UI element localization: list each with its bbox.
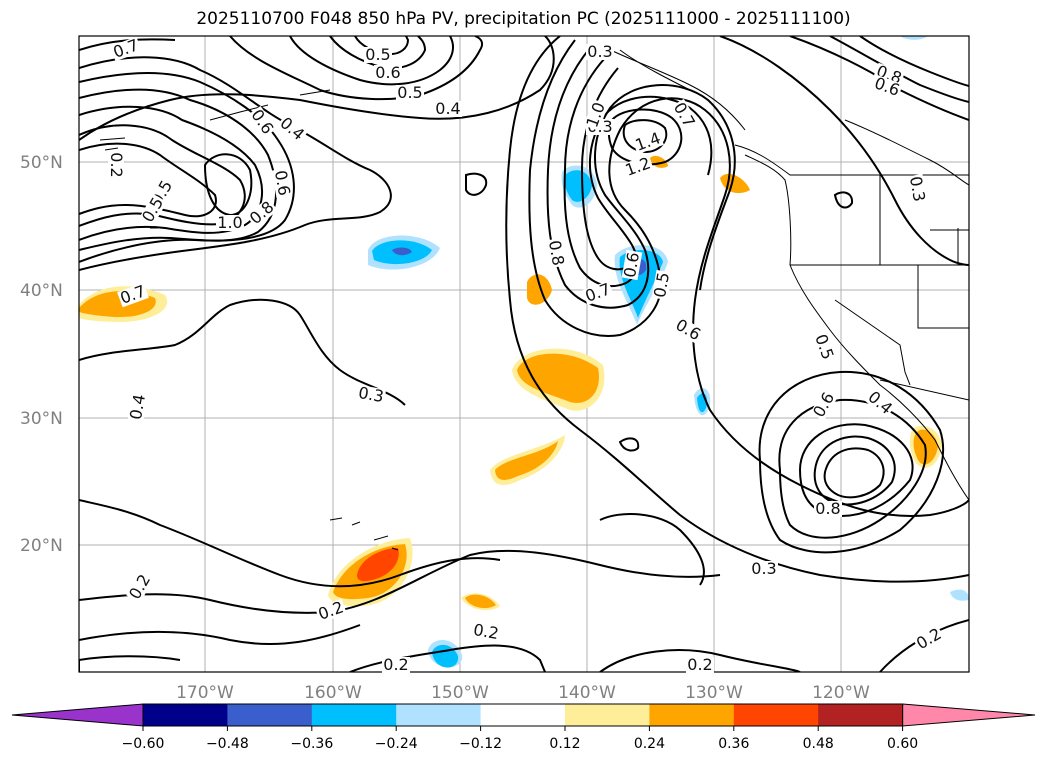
- lat-label: 50°N: [20, 153, 63, 173]
- colorbar-segment: [311, 704, 397, 726]
- contour-label-bg: [247, 105, 277, 139]
- contour-label: 0.3: [587, 42, 612, 61]
- colorbar-extend-high: [902, 703, 1036, 727]
- contour-label-bg: [139, 193, 167, 227]
- contour-label: 0.5: [650, 271, 673, 299]
- contour-label-bg: [582, 280, 614, 306]
- lon-label: 160°W: [304, 683, 362, 703]
- colorbar-segment: [480, 704, 566, 726]
- colorbar-segment: [649, 704, 735, 726]
- contour-label-bg: [355, 384, 387, 406]
- contour-label-bg: [873, 62, 905, 88]
- colorbar-tick-label: 0.24: [634, 736, 665, 752]
- longitude-labels: 170°W 160°W 150°W 140°W 130°W 120°W: [176, 683, 870, 703]
- map-title: 2025110700 F048 850 hPa PV, precipitatio…: [196, 9, 851, 29]
- contour-label-bg: [382, 657, 410, 673]
- contour-label: 0.6: [620, 251, 643, 279]
- contour-label: 0.5: [365, 45, 390, 64]
- colorbar-tick-label: −0.24: [375, 736, 418, 752]
- contour-label-bg: [586, 44, 614, 60]
- contour-label-bg: [864, 387, 896, 419]
- latitude-labels: 50°N 40°N 30°N 20°N: [20, 153, 63, 556]
- contour-label: 0.4: [435, 99, 460, 118]
- contour-label-bg: [583, 99, 609, 131]
- contour-label-bg: [126, 570, 154, 604]
- contour-label-bg: [127, 391, 149, 423]
- contour-label-bg: [396, 85, 424, 101]
- contour-label-bg: [622, 154, 654, 180]
- contour-label: 0.3: [751, 559, 776, 578]
- colorbar-tick-label: 0.36: [718, 736, 749, 752]
- contour-label-bg: [545, 237, 567, 269]
- contour-label-bg: [810, 388, 838, 422]
- contour-label: 0.5: [397, 83, 422, 102]
- contour-label-bg: [117, 282, 149, 308]
- contour-label-bg: [750, 561, 778, 577]
- colorbar-outline: [142, 703, 904, 727]
- contour-label-bg: [906, 173, 928, 205]
- contour-label: 0.2: [107, 152, 126, 177]
- contour-label-bg: [271, 167, 293, 199]
- colorbar-tick-label: −0.48: [206, 736, 249, 752]
- contour-label: 0.2: [383, 655, 408, 674]
- pv-contours: [79, 36, 969, 672]
- lon-label: 150°W: [431, 683, 489, 703]
- lat-label: 30°N: [20, 409, 63, 429]
- contour-label-bg: [651, 269, 673, 301]
- contour-label-bg: [110, 36, 142, 62]
- colorbar-tick-label: −0.36: [290, 736, 333, 752]
- contour-label-bg: [315, 598, 347, 624]
- lat-label: 20°N: [20, 536, 63, 556]
- contour-label-bg: [246, 197, 278, 229]
- contour-label: 0.3: [357, 383, 385, 406]
- colorbar-segment: [818, 704, 904, 726]
- contour-label-bg: [434, 101, 462, 117]
- colorbar-tick-label: 0.48: [803, 736, 834, 752]
- colorbar-tick-label: −0.12: [459, 736, 502, 752]
- contour-label-bg: [632, 129, 664, 155]
- colorbar-extend-low: [11, 703, 144, 727]
- colorbar-segment: [565, 704, 650, 726]
- contour-label: 0.8: [815, 499, 840, 518]
- contour-label-bg: [811, 331, 837, 363]
- lon-label: 170°W: [176, 683, 234, 703]
- colorbar-segment: [396, 704, 482, 726]
- colorbar-segment: [143, 704, 228, 726]
- contour-label-bg: [470, 621, 502, 643]
- contour-label-bg: [374, 65, 402, 81]
- contour-label-bg: [670, 98, 698, 132]
- contour-label-bg: [912, 625, 946, 653]
- contour-label: 1.0: [217, 213, 242, 232]
- colorbar-segment: [733, 704, 819, 726]
- contour-label: 0.6: [271, 169, 294, 197]
- contour-label: 0.2: [472, 620, 500, 643]
- contour-label-bg: [364, 47, 392, 63]
- colorbar-tick-label: 0.12: [549, 736, 580, 752]
- contour-label-bg: [814, 501, 842, 517]
- plot-frame: [78, 35, 970, 673]
- gridlines: [79, 36, 969, 672]
- contour-label: 0.8: [545, 239, 568, 267]
- lon-label: 120°W: [812, 683, 870, 703]
- lon-label: 130°W: [685, 683, 743, 703]
- contour-label: 0.6: [375, 63, 400, 82]
- contour-label-bg: [108, 151, 124, 179]
- colorbar-tick-label: 0.60: [887, 736, 918, 752]
- contour-label-bg: [871, 74, 903, 100]
- colorbar-segment: [227, 704, 313, 726]
- colorbar-tick-label: −0.60: [122, 736, 165, 752]
- colorbar: −0.60 −0.48 −0.36 −0.24 −0.12 0.12 0.24 0.36 0.4…: [11, 703, 1036, 752]
- contour-label: 0.4: [126, 393, 149, 421]
- contour-label: 0.2: [687, 655, 712, 674]
- contour-label: 0.3: [906, 175, 929, 203]
- contour-label-bg: [216, 215, 244, 231]
- contour-label-bg: [671, 316, 705, 344]
- lon-label: 140°W: [558, 683, 616, 703]
- contour-label-bg: [276, 113, 308, 145]
- contour-label-bg: [686, 657, 714, 673]
- contour-label-bg: [621, 249, 643, 281]
- lat-label: 40°N: [20, 281, 63, 301]
